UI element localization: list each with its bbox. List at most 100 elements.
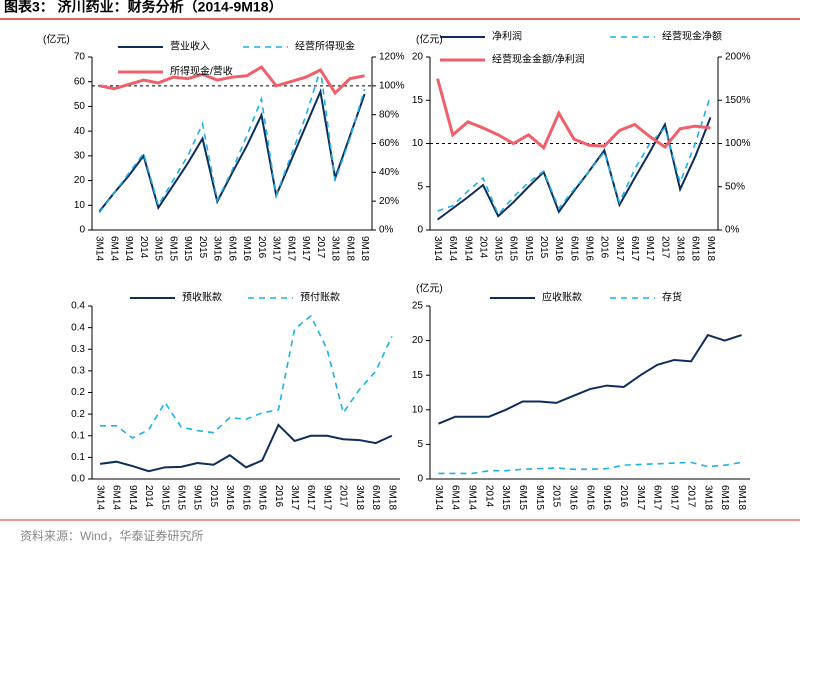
series-line [100,314,393,439]
x-tick-label: 2017 [659,236,670,259]
y-tick-label: 30 [74,150,86,161]
series-line [437,95,712,216]
x-tick-label: 3M17 [289,485,300,510]
y-tick-label: 10 [412,138,424,149]
x-tick-label: 9M15 [182,236,193,261]
x-tick-label: 6M16 [226,236,237,261]
y2-tick-label: 0% [379,225,394,236]
y-tick-label: 10 [412,404,424,415]
x-tick-label: 3M14 [432,236,443,261]
y2-tick-label: 200% [725,52,751,63]
y-tick-label: 5 [417,439,423,450]
y-axis-label: (亿元) [416,33,443,46]
x-tick-label: 3M15 [159,485,170,510]
x-tick-label: 2014 [483,485,494,508]
y-tick-label: 0.2 [71,387,85,398]
y-tick-label: 0.3 [71,366,85,377]
x-tick-label: 3M15 [153,236,164,261]
y2-tick-label: 50% [725,181,745,192]
x-tick-label: 9M16 [241,236,252,261]
x-tick-label: 2016 [599,236,610,259]
x-tick-label: 3M15 [493,236,504,261]
x-tick-label: 3M18 [674,236,685,261]
x-tick-label: 9M15 [523,236,534,261]
y-tick-label: 25 [412,301,424,312]
x-tick-label: 6M18 [719,485,730,510]
figure-title: 图表3： 济川药业：财务分析（2014-9M18） [4,0,283,15]
y-tick-label: 0 [417,474,423,485]
y-tick-label: 70 [74,52,86,63]
legend-label: 营业收入 [170,40,210,53]
x-tick-label: 3M17 [271,236,282,261]
x-tick-label: 6M18 [370,485,381,510]
series-line [98,88,366,213]
y-tick-label: 5 [417,181,423,192]
x-tick-label: 9M16 [584,236,595,261]
x-tick-label: 2015 [208,485,219,508]
x-tick-label: 9M17 [300,236,311,261]
x-tick-label: 9M14 [127,485,138,510]
x-tick-label: 6M15 [167,236,178,261]
y2-tick-label: 120% [379,52,405,63]
series-line [436,78,711,151]
x-tick-label: 3M16 [212,236,223,261]
x-tick-label: 2014 [138,236,149,259]
x-tick-label: 6M15 [517,485,528,510]
x-tick-label: 9M15 [534,485,545,510]
legend-label: 净利润 [492,30,522,43]
legend-label: 应收账款 [542,291,582,304]
x-tick-label: 6M16 [240,485,251,510]
x-tick-label: 6M15 [508,236,519,261]
x-tick-label: 6M17 [305,485,316,510]
x-tick-label: 2017 [338,485,349,508]
x-tick-label: 6M14 [108,236,119,261]
y2-tick-label: 80% [379,109,399,120]
legend-label: 经营现金金额/净利润 [492,53,585,66]
y-tick-label: 0.0 [71,474,85,485]
x-tick-label: 3M15 [500,485,511,510]
x-tick-label: 3M14 [94,485,105,510]
x-tick-label: 2015 [197,236,208,259]
y-tick-label: 0 [417,225,423,236]
x-tick-label: 3M18 [702,485,713,510]
x-tick-label: 9M16 [257,485,268,510]
legend-label: 经营所得现金 [295,40,355,53]
x-tick-label: 2016 [256,236,267,259]
y-tick-label: 40 [74,126,86,137]
x-tick-label: 2016 [618,485,629,508]
x-tick-label: 9M17 [669,485,680,510]
x-tick-label: 3M18 [330,236,341,261]
y-tick-label: 0 [79,225,85,236]
y-tick-label: 20 [412,52,424,63]
x-tick-label: 6M15 [176,485,187,510]
series-line [99,423,393,473]
x-tick-label: 9M14 [466,485,477,510]
y-tick-label: 0.2 [71,409,85,420]
series-line [98,69,366,214]
x-tick-label: 6M17 [629,236,640,261]
x-tick-label: 9M15 [192,485,203,510]
y2-tick-label: 100% [725,138,751,149]
y2-tick-label: 20% [379,196,399,207]
y-tick-label: 0.1 [71,430,85,441]
y-tick-label: 15 [412,370,424,381]
x-tick-label: 9M14 [123,236,134,261]
series-line [99,65,365,96]
x-tick-label: 2014 [143,485,154,508]
x-tick-label: 3M17 [635,485,646,510]
x-tick-label: 3M14 [94,236,105,261]
series-line [438,333,742,425]
x-tick-label: 3M17 [614,236,625,261]
legend-label: 预付账款 [300,291,340,304]
x-tick-label: 2017 [685,485,696,508]
y-tick-label: 20 [412,335,424,346]
series-line [436,117,712,221]
x-tick-label: 9M18 [386,485,397,510]
x-tick-label: 2015 [538,236,549,259]
y2-tick-label: 150% [725,95,751,106]
x-tick-label: 6M16 [584,485,595,510]
x-tick-label: 3M16 [224,485,235,510]
x-tick-label: 6M14 [447,236,458,261]
x-tick-label: 6M17 [652,485,663,510]
